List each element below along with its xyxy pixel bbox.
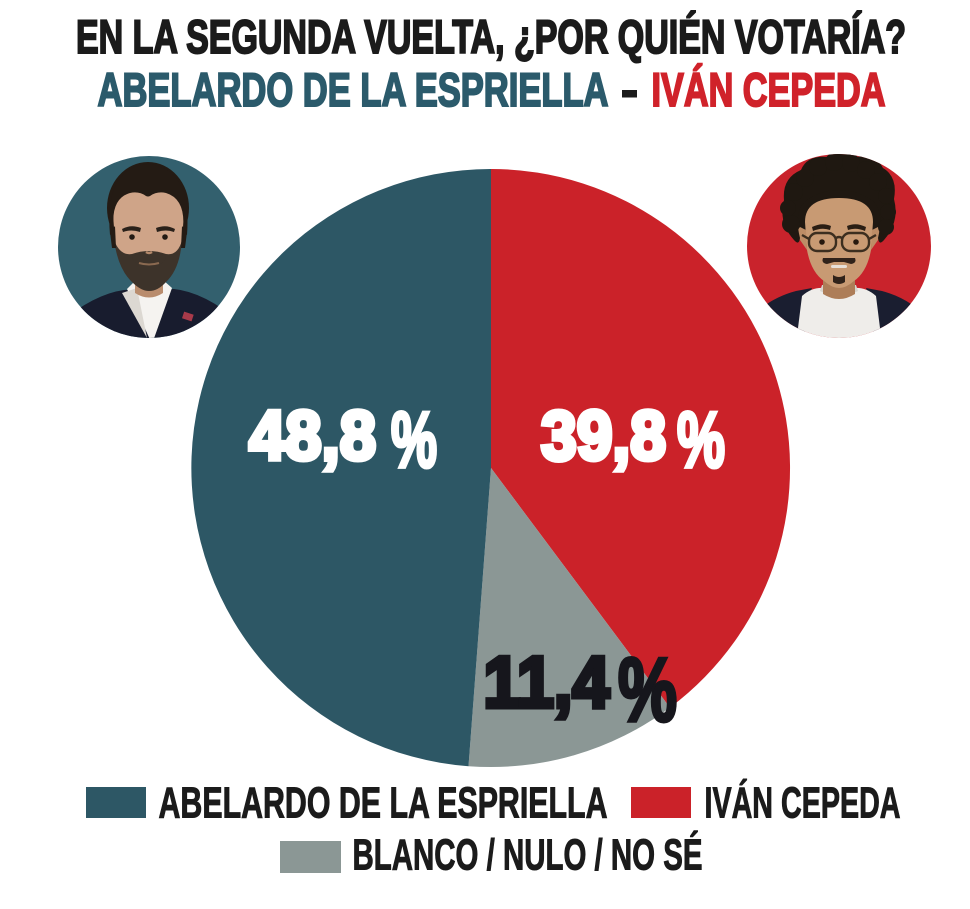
svg-text:11,4: 11,4 [484, 643, 610, 723]
svg-text:BLANCO / NULO / NO SÉ: BLANCO / NULO / NO SÉ [353, 830, 703, 880]
svg-text:ABELARDO DE LA ESPRIELLA: ABELARDO DE LA ESPRIELLA [159, 780, 608, 828]
svg-text:%: % [677, 395, 725, 484]
svg-text:IVÁN CEPEDA: IVÁN CEPEDA [652, 63, 886, 116]
svg-text:IVÁN CEPEDA: IVÁN CEPEDA [705, 778, 901, 828]
svg-text:ABELARDO DE LA ESPRIELLA: ABELARDO DE LA ESPRIELLA [98, 63, 609, 116]
svg-text:39,8: 39,8 [541, 397, 666, 475]
svg-text:EN LA SEGUNDA VUELTA, ¿POR QUI: EN LA SEGUNDA VUELTA, ¿POR QUIÉN VOTARÍA… [76, 10, 906, 63]
svg-text:48,8: 48,8 [249, 397, 376, 475]
svg-text:%: % [391, 395, 437, 484]
svg-text:%: % [618, 641, 677, 741]
